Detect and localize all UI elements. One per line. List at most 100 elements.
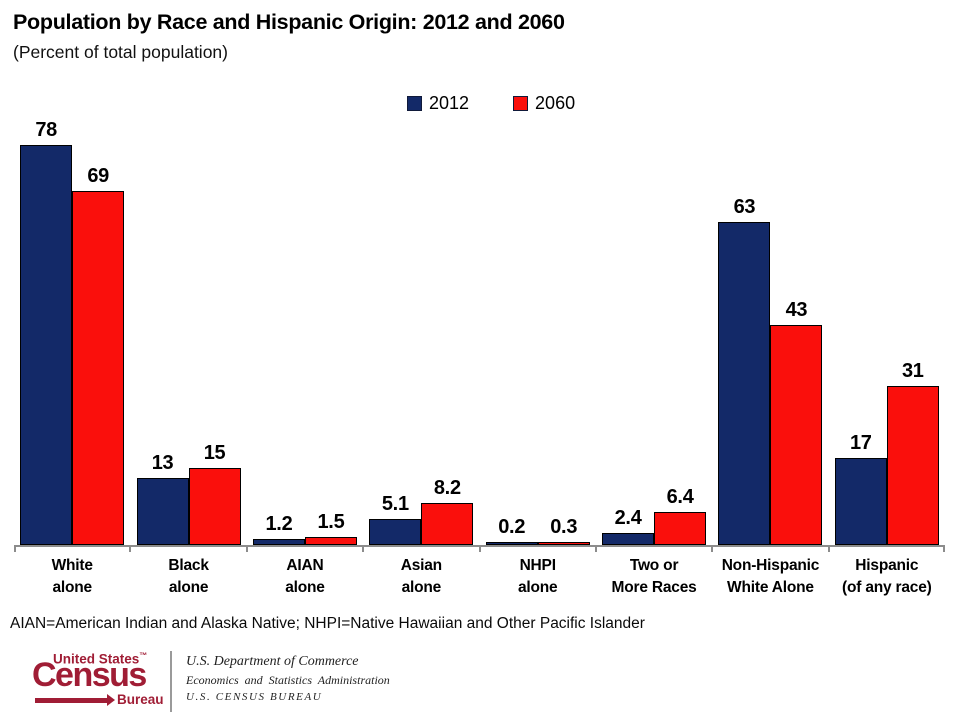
value-label: 0.3 — [550, 516, 578, 538]
axis-tick — [943, 547, 945, 552]
category-label: Two or More Races — [596, 555, 712, 599]
footnote: AIAN=American Indian and Alaska Native; … — [10, 615, 645, 632]
category-label-line: More Races — [611, 579, 697, 596]
bar-groups: 78 69 13 15 1.2 1.5 5.1 8.2 0.2 0.3 2.4 6.4 63 43 17 31 — [14, 115, 945, 545]
category-label: NHPI alone — [480, 555, 596, 599]
bar-2012 — [602, 532, 655, 545]
chart-subtitle: (Percent of total population) — [13, 42, 228, 62]
category-label-line: alone — [168, 579, 209, 596]
bar-group: 13 15 — [130, 115, 246, 545]
x-axis — [14, 545, 945, 552]
bar-column: 17 — [834, 431, 887, 545]
bar-2060 — [72, 191, 125, 545]
logo-arrow-bar — [35, 698, 107, 703]
bar-column: 15 — [188, 442, 241, 545]
category-labels: White alone Black alone AIAN alone Asian alone N… — [14, 555, 945, 599]
bar-column: 0.3 — [537, 516, 590, 545]
value-label: 8.2 — [433, 476, 461, 499]
axis-tick — [14, 547, 16, 552]
category-label: Hispanic (of any race) — [829, 555, 945, 599]
value-label: 5.1 — [381, 492, 409, 515]
bar-2012 — [718, 221, 771, 545]
category-label-line: alone — [517, 579, 558, 596]
value-label: 63 — [733, 195, 756, 218]
census-bureau-logo: United States™ Census Bureau — [29, 651, 179, 713]
category-label: Non-Hispanic White Alone — [712, 555, 828, 599]
bar-column: 5.1 — [369, 492, 422, 545]
legend-item-2012: 2012 — [407, 93, 469, 114]
bar-column: 69 — [72, 165, 125, 545]
bar-group: 2.4 6.4 — [596, 115, 712, 545]
axis-tick — [129, 547, 132, 552]
value-label: 43 — [785, 298, 808, 321]
value-label: 17 — [849, 431, 872, 454]
bar-2060 — [770, 324, 823, 545]
value-label: 31 — [901, 360, 924, 383]
category-label-line: alone — [401, 579, 442, 596]
bar-2060 — [537, 542, 590, 545]
chart-title: Population by Race and Hispanic Origin: … — [13, 10, 565, 34]
bar-column: 13 — [136, 452, 189, 545]
logo-bureau-text: Bureau — [117, 692, 164, 707]
bar-2060 — [421, 502, 474, 545]
category-label: Black alone — [130, 555, 246, 599]
bar-column: 2.4 — [602, 506, 655, 545]
category-label-line: (of any race) — [842, 579, 932, 596]
bar-group: 0.2 0.3 — [480, 115, 596, 545]
bar-column: 63 — [718, 195, 771, 545]
bar-2060 — [886, 386, 939, 545]
category-label-line: Non-Hispanic — [721, 557, 820, 574]
bar-column: 8.2 — [421, 476, 474, 545]
axis-tick — [711, 547, 714, 552]
value-label: 15 — [203, 442, 226, 465]
category-label-line: Black — [168, 557, 209, 574]
category-label: Asian alone — [363, 555, 479, 599]
axis-tick — [478, 547, 481, 552]
bar-2012 — [252, 538, 305, 545]
footer-agency-text: U.S. Department of Commerce Economics an… — [186, 654, 390, 703]
value-label: 6.4 — [666, 486, 694, 509]
axis-tick — [362, 547, 365, 552]
bar-2060 — [304, 537, 357, 545]
bar-2012 — [20, 145, 73, 545]
logo-arrowhead — [107, 694, 115, 706]
bar-2012 — [136, 478, 189, 545]
bar-group: 17 31 — [829, 115, 945, 545]
logo-united-states-text: United States™ — [53, 651, 148, 667]
value-label: 2.4 — [614, 506, 642, 529]
bar-column: 43 — [770, 298, 823, 545]
logo-census-text: Census — [32, 656, 147, 694]
value-label: 13 — [151, 452, 174, 475]
value-label: 69 — [87, 165, 110, 188]
category-label-line: Hispanic — [855, 557, 919, 574]
bar-2012 — [485, 542, 538, 545]
value-label: 1.2 — [265, 512, 293, 535]
legend-item-2060: 2060 — [513, 93, 575, 114]
category-label-line: White Alone — [727, 579, 814, 596]
bar-2060 — [188, 468, 241, 545]
bar-group: 1.2 1.5 — [247, 115, 363, 545]
legend-swatch-2060 — [513, 96, 529, 111]
value-label: 0.2 — [498, 516, 526, 538]
value-label: 78 — [35, 119, 58, 141]
census-bureau-line: U.S. CENSUS BUREAU — [186, 691, 323, 703]
axis-tick — [827, 547, 830, 552]
category-label: White alone — [14, 555, 130, 599]
bar-column: 1.2 — [252, 512, 305, 545]
category-label-line: White — [51, 557, 93, 574]
bar-column: 1.5 — [304, 511, 357, 545]
legend-swatch-2012 — [407, 96, 422, 111]
category-label-line: NHPI — [519, 557, 556, 574]
legend-label: 2012 — [429, 93, 470, 113]
category-label-line: Asian — [400, 557, 442, 574]
bar-group: 5.1 8.2 — [363, 115, 479, 545]
category-label-line: alone — [52, 579, 92, 596]
trademark-symbol: ™ — [139, 651, 148, 660]
legend-label: 2060 — [535, 93, 576, 113]
bar-column: 0.2 — [485, 516, 538, 545]
axis-tick — [245, 547, 248, 552]
bar-column: 78 — [20, 119, 73, 545]
bar-group: 78 69 — [14, 115, 130, 545]
bar-2012 — [834, 457, 887, 545]
